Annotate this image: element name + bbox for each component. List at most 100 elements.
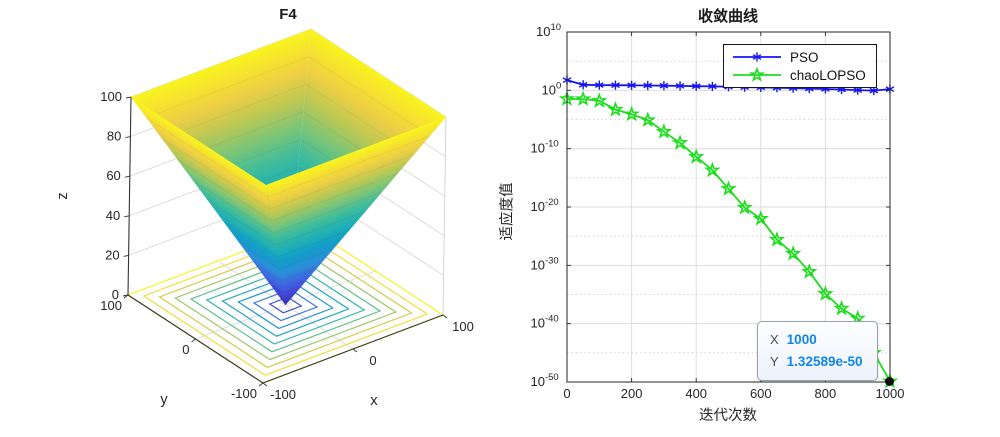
- y-tick-exponent: -40: [545, 314, 559, 325]
- datatip[interactable]: X 1000 Y 1.32589e-50: [757, 321, 878, 381]
- pso-marker: [659, 81, 669, 91]
- right-plot-ylabel: 适应度值: [499, 182, 516, 241]
- x-tick-label: 0: [369, 353, 376, 368]
- legend-sample: [733, 52, 781, 62]
- legend[interactable]: PSO chaoLOPSO: [723, 44, 877, 88]
- y-tick-label: 10-20: [531, 197, 559, 214]
- surface-mesh-line: [279, 248, 334, 270]
- y-tick-label: 10-50: [531, 372, 559, 389]
- marker-stroke: [869, 87, 879, 94]
- contour-ring: [268, 296, 303, 314]
- y-tick-label: -100: [231, 386, 257, 401]
- y-tick-base: 10: [531, 316, 545, 331]
- left-plot-ylabel: y: [160, 392, 168, 408]
- contour-ring: [221, 273, 350, 337]
- pso-marker: [627, 80, 636, 90]
- x-tick-label: 200: [621, 386, 643, 401]
- contour-ring: [236, 280, 335, 330]
- contour-ring: [173, 249, 398, 361]
- x-tick-label: 100: [452, 319, 474, 334]
- y-tick-label: 10-10: [531, 139, 559, 156]
- y-tick-base: 10: [536, 24, 550, 39]
- surface-mesh-line: [273, 191, 382, 234]
- pso-marker: [578, 80, 588, 90]
- legend-item-chaolopso[interactable]: chaoLOPSO: [731, 67, 866, 83]
- legend-sample: [733, 67, 781, 82]
- chaolopso-marker: [748, 67, 766, 82]
- surface-mesh-line: [271, 172, 399, 222]
- y-tick-exponent: -20: [545, 197, 559, 208]
- y-tick-exponent: -50: [545, 372, 559, 383]
- surface-wall-near-y: [266, 117, 446, 305]
- y-tick-label: 100: [100, 298, 122, 313]
- marker-stroke: [611, 82, 620, 89]
- surface-mesh-line: [146, 117, 269, 198]
- y-tick-base: 10: [531, 141, 545, 156]
- z-tick-label: 0: [112, 287, 119, 302]
- chaolopso-marker: [704, 161, 721, 178]
- y-tick-mark: [123, 294, 129, 299]
- x-tick-label: 600: [750, 386, 772, 401]
- legend-label-chaolopso: chaoLOPSO: [790, 67, 866, 83]
- z-tick-mark: [125, 136, 131, 139]
- chaolopso-marker: [720, 180, 737, 196]
- pso-marker: [752, 52, 762, 62]
- surface-mesh-line: [146, 56, 309, 119]
- y-tick-base: 10: [531, 374, 545, 389]
- left-plot-zlabel: z: [55, 192, 71, 200]
- datatip-x-value: 1000: [786, 332, 817, 347]
- y-tick-base: 10: [531, 257, 545, 272]
- y-tick-base: 10: [542, 82, 556, 97]
- z-tick-label: 20: [105, 247, 119, 262]
- z-axis-line: [127, 96, 132, 296]
- z-tick-mark: [124, 175, 130, 178]
- x-tick-label: 800: [815, 386, 837, 401]
- marker-stroke: [627, 82, 636, 89]
- marker-stroke: [594, 82, 604, 89]
- surface-mesh-line: [161, 138, 271, 210]
- x-tick-label: 1000: [876, 386, 905, 401]
- pso-marker: [691, 81, 701, 91]
- x-tick-label: -100: [270, 387, 296, 402]
- chaolopso-line: [566, 98, 891, 382]
- surface-mesh-line: [192, 179, 275, 234]
- legend-label-pso: PSO: [790, 49, 819, 65]
- chaolopso-marker: [833, 299, 850, 316]
- marker-stroke: [675, 82, 685, 89]
- chaolopso-marker: [817, 285, 834, 301]
- pso-marker: [643, 80, 653, 91]
- y-tick-label: 10-40: [531, 314, 559, 331]
- datatip-y-value: 1.32589e-50: [786, 354, 863, 369]
- left-plot-xlabel: x: [370, 393, 378, 409]
- surface-mesh-line: [161, 83, 307, 140]
- contour-ring: [142, 234, 429, 376]
- x-tick-mark: [262, 382, 268, 387]
- z-tick-mark: [124, 215, 130, 218]
- surface-mesh-line: [269, 283, 284, 294]
- right-plot-title: 收敛曲线: [697, 8, 758, 25]
- x-tick-mark: [352, 348, 358, 353]
- chaolopso-marker: [784, 245, 802, 261]
- surface-mesh-line: [267, 135, 431, 198]
- chaolopso-marker: [639, 111, 656, 128]
- right-plot-xlabel: 迭代次数: [699, 408, 757, 424]
- y-tick-exponent: -30: [545, 255, 559, 266]
- marker-stroke: [691, 83, 701, 90]
- contour-ring: [158, 241, 413, 369]
- x-tick-label: 0: [563, 386, 570, 401]
- surface-mesh-line: [269, 154, 415, 210]
- datatip-anchor-dot[interactable]: [885, 377, 894, 386]
- surface-wall-near-x: [131, 97, 286, 305]
- chaolopso-marker: [591, 92, 608, 108]
- y-tick-label: 100: [542, 80, 562, 97]
- y-tick-exponent: 0: [556, 80, 561, 91]
- datatip-x-label: X: [770, 332, 779, 347]
- z-tick-mark: [123, 254, 129, 257]
- y-tick-exponent: -10: [545, 139, 559, 150]
- legend-item-pso[interactable]: PSO: [731, 49, 866, 65]
- marker-stroke: [853, 87, 863, 93]
- y-tick-base: 10: [531, 199, 545, 214]
- chaolopso-marker: [607, 100, 624, 117]
